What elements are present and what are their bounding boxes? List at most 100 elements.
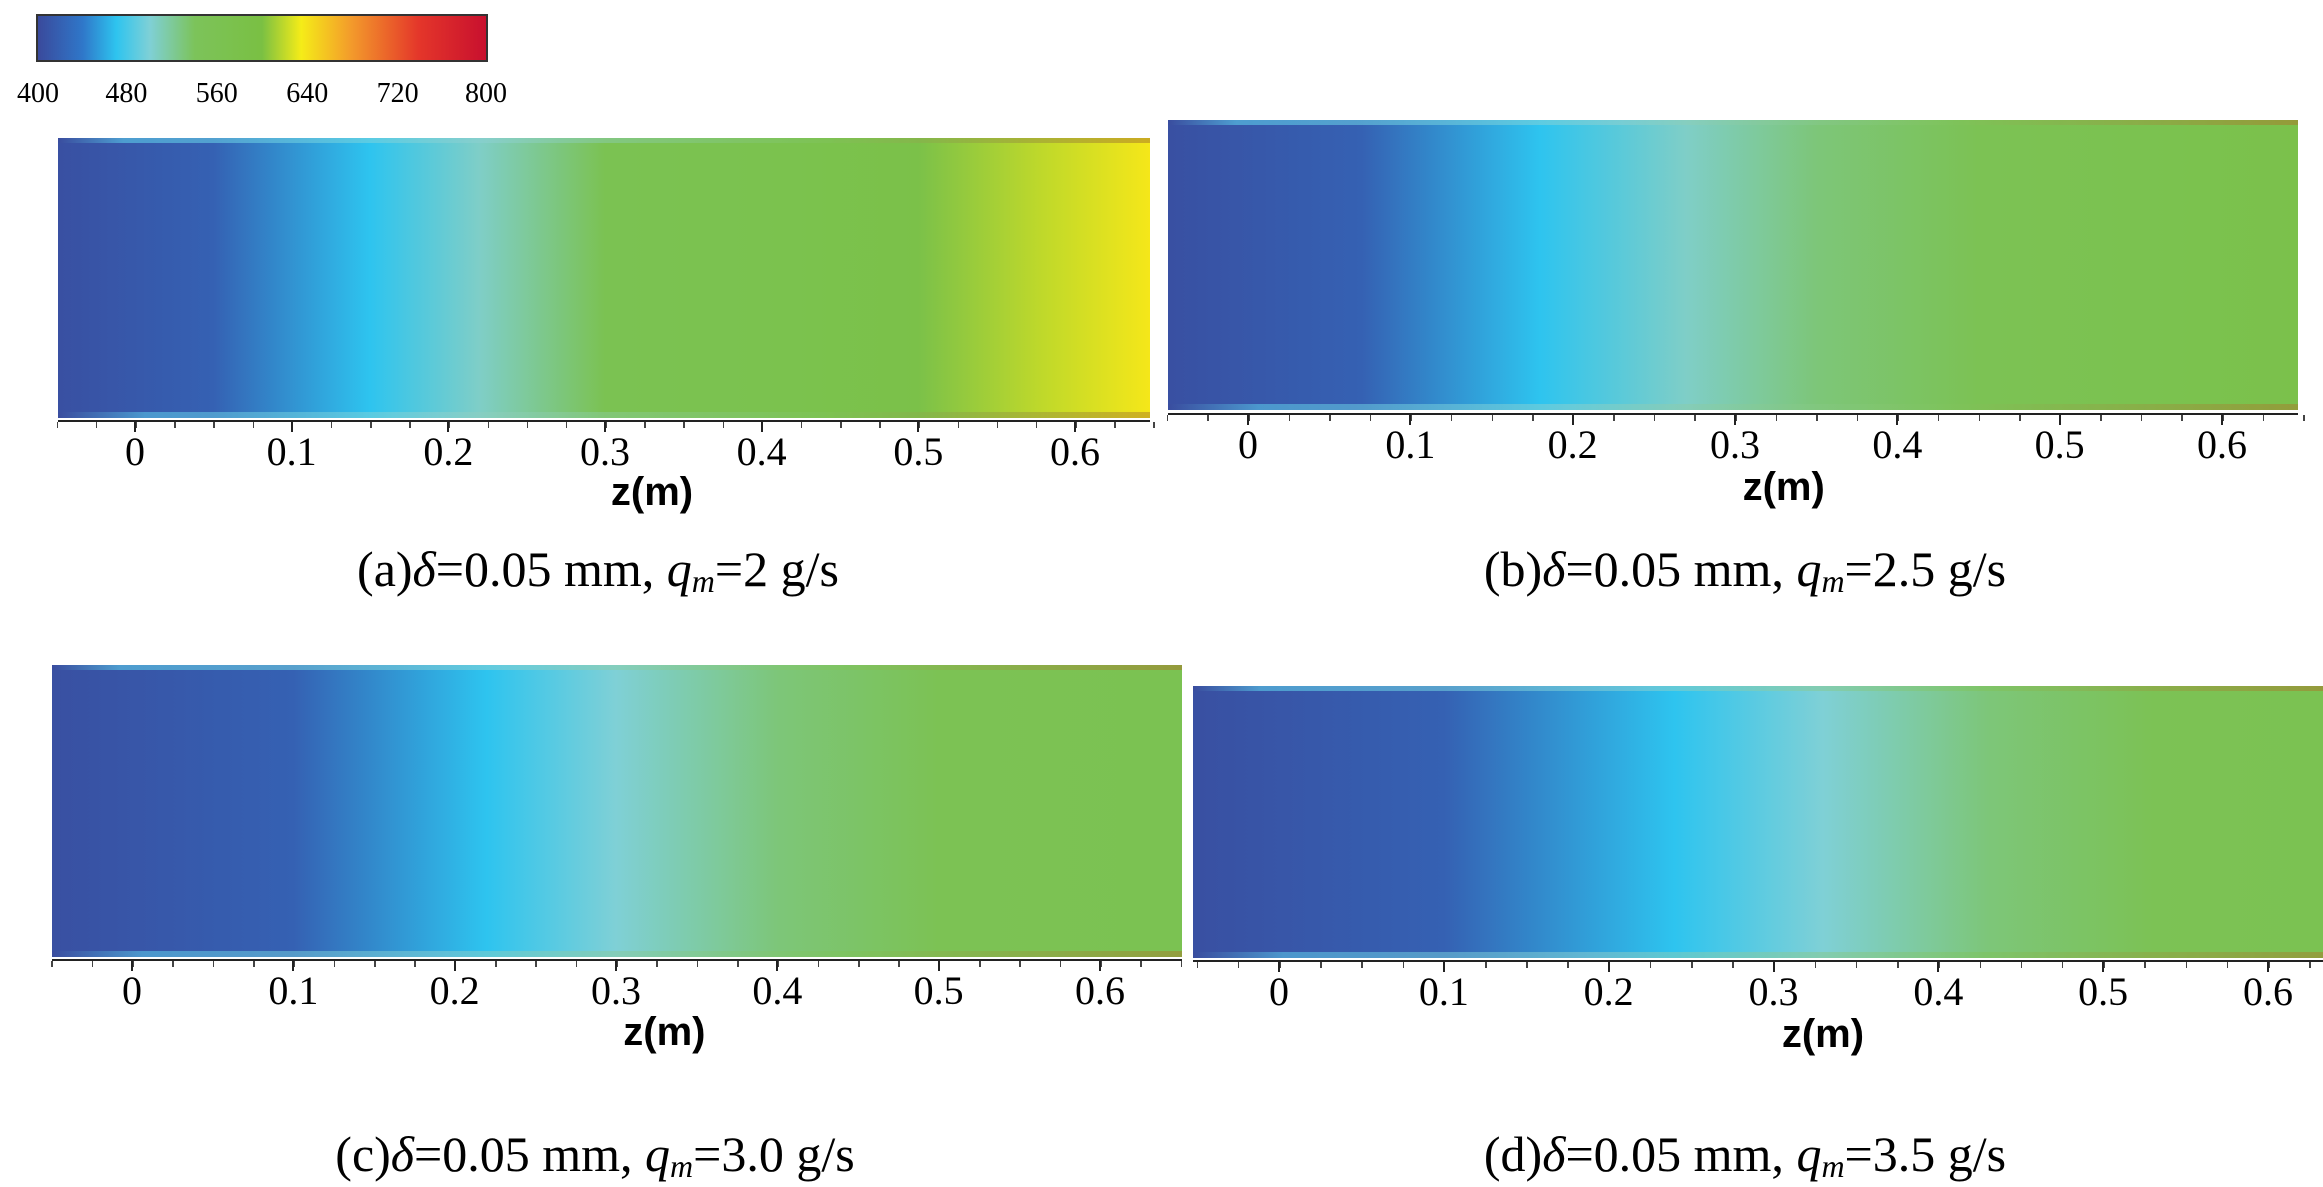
major-tick — [1074, 422, 1076, 432]
minor-tick — [858, 961, 860, 967]
minor-tick — [51, 961, 53, 967]
minor-tick — [1816, 415, 1818, 421]
x-axis-label: z(m) — [610, 470, 694, 514]
major-tick — [290, 422, 293, 432]
minor-tick — [1329, 415, 1331, 421]
major-tick — [1937, 962, 1940, 972]
minor-tick — [1856, 415, 1859, 421]
x-tick-label: 0.5 — [913, 968, 964, 1013]
x-axis — [1193, 960, 2323, 962]
minor-tick — [1814, 962, 1817, 968]
minor-tick — [1897, 962, 1899, 968]
minor-tick — [212, 961, 215, 967]
minor-tick — [1166, 415, 1169, 421]
major-tick — [760, 422, 763, 432]
x-axis-label: z(m) — [1742, 465, 1825, 509]
minor-tick — [95, 422, 98, 428]
major-tick — [453, 961, 456, 971]
minor-tick — [683, 422, 685, 428]
major-tick — [1247, 415, 1249, 425]
minor-tick — [330, 422, 333, 428]
x-tick-label: 0 — [122, 968, 142, 1013]
minor-tick — [2181, 415, 2183, 421]
minor-tick — [213, 422, 215, 428]
minor-tick — [374, 961, 376, 967]
major-tick — [1571, 415, 1574, 425]
minor-tick — [1019, 961, 1021, 967]
minor-tick — [1649, 962, 1652, 968]
x-axis — [1168, 413, 2298, 415]
major-tick — [1607, 962, 1610, 972]
x-tick-label: 0.3 — [1748, 969, 1799, 1014]
x-tick-label: 0.6 — [1075, 968, 1125, 1013]
minor-tick — [1526, 962, 1528, 968]
minor-tick — [253, 961, 255, 967]
minor-tick — [644, 422, 646, 428]
major-tick — [615, 961, 617, 971]
minor-tick — [333, 961, 336, 967]
major-tick — [131, 961, 133, 971]
major-tick — [604, 422, 606, 432]
x-tick-label: 0.1 — [268, 968, 319, 1013]
major-tick — [1409, 415, 1412, 425]
minor-tick — [1140, 961, 1142, 967]
major-tick — [917, 422, 920, 432]
minor-tick — [957, 422, 959, 428]
x-tick-label: 0.4 — [752, 968, 803, 1013]
minor-tick — [1532, 415, 1534, 421]
minor-tick — [1694, 415, 1696, 421]
minor-tick — [575, 961, 578, 967]
temperature-field — [58, 138, 1150, 418]
minor-tick — [1491, 415, 1493, 421]
minor-tick — [2140, 415, 2143, 421]
temperature-field — [1168, 120, 2298, 410]
minor-tick — [1196, 962, 1199, 968]
major-tick — [1734, 415, 1736, 425]
colorbar-tick-label: 720 — [376, 78, 419, 109]
minor-tick — [1775, 415, 1778, 421]
major-tick — [1772, 962, 1775, 972]
minor-tick — [1855, 962, 1858, 968]
colorbar-tick-label: 640 — [286, 78, 329, 109]
x-tick-label: 0.3 — [591, 968, 641, 1013]
x-axis — [58, 420, 1150, 422]
major-tick — [776, 961, 779, 971]
minor-tick — [1613, 415, 1615, 421]
x-tick-label: 0.4 — [1872, 422, 1923, 467]
minor-tick — [1180, 961, 1183, 967]
minor-tick — [535, 961, 537, 967]
minor-tick — [370, 422, 372, 428]
minor-tick — [495, 961, 497, 967]
minor-tick — [1369, 415, 1372, 421]
major-tick — [1896, 415, 1899, 425]
minor-tick — [2262, 415, 2265, 421]
major-tick — [1442, 962, 1445, 972]
major-tick — [2267, 962, 2269, 972]
minor-tick — [2144, 962, 2146, 968]
x-tick-label: 0.5 — [893, 429, 944, 474]
x-tick-label: 0.6 — [2197, 422, 2247, 467]
minor-tick — [979, 961, 981, 967]
x-tick-label: 0.2 — [423, 429, 474, 474]
minor-tick — [879, 422, 881, 428]
major-tick — [2058, 415, 2061, 425]
x-tick-label: 0 — [1269, 969, 1289, 1014]
minor-tick — [1153, 422, 1155, 428]
minor-tick — [56, 422, 59, 428]
minor-tick — [817, 961, 820, 967]
temperature-field — [52, 665, 1182, 957]
minor-tick — [1450, 415, 1453, 421]
minor-tick — [1653, 415, 1656, 421]
minor-tick — [800, 422, 803, 428]
major-tick — [2102, 962, 2105, 972]
minor-tick — [656, 961, 658, 967]
panel-caption: (b)δ=0.05 mm, qm=2.5 g/s — [1483, 541, 2007, 599]
minor-tick — [172, 961, 174, 967]
x-tick-label: 0.2 — [1583, 969, 1634, 1014]
minor-tick — [1288, 415, 1291, 421]
x-axis-label: z(m) — [1781, 1012, 1865, 1056]
minor-tick — [696, 961, 699, 967]
minor-tick — [2061, 962, 2064, 968]
minor-tick — [1691, 962, 1693, 968]
x-tick-label: 0.4 — [1913, 969, 1964, 1014]
